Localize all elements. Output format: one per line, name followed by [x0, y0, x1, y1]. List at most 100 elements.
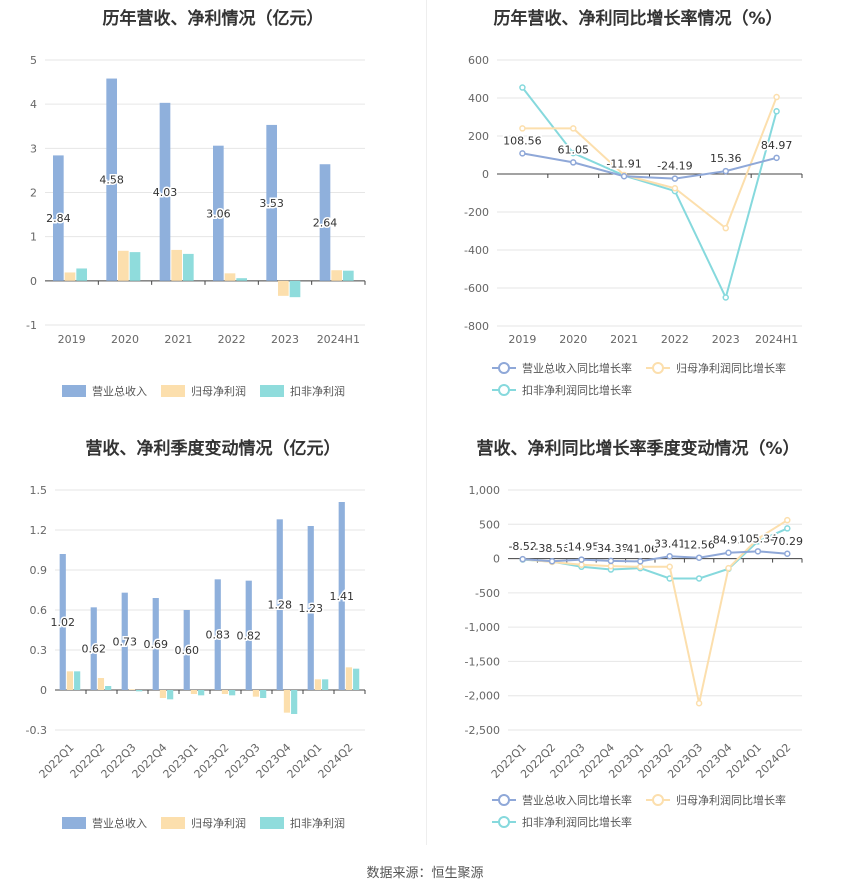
y-tick-label: 600: [468, 54, 489, 67]
data-point: [637, 558, 644, 565]
bar-扣非净利润: [343, 270, 354, 281]
bar-营业总收入: [152, 598, 159, 690]
bar-扣非净利润: [167, 690, 174, 700]
bar-营业总收入: [213, 145, 224, 281]
y-tick-label: 0: [482, 168, 489, 181]
data-point: [784, 516, 791, 524]
y-tick-label: 1.5: [30, 484, 48, 497]
legend-label: 营业总收入同比增长率: [522, 361, 632, 375]
data-point: [754, 535, 762, 542]
data-label: 3.53: [259, 197, 284, 210]
bar-营业总收入: [159, 102, 171, 281]
data-label: 1.02: [51, 616, 76, 629]
y-tick-label: 1: [30, 231, 37, 244]
x-tick-label: 2021: [610, 333, 638, 346]
y-tick-label: -400: [464, 244, 489, 257]
bar-扣非净利润: [183, 253, 194, 281]
y-tick-label: 3: [30, 142, 37, 155]
bar-扣非净利润: [76, 268, 87, 281]
x-tick-label: 2024Q2: [316, 741, 356, 781]
bar-归母净利润: [224, 273, 236, 281]
y-tick-label: 0: [40, 684, 47, 697]
legend-swatch: [260, 817, 284, 829]
y-tick-label: 0.3: [30, 644, 48, 657]
legend-label: 扣非净利润: [290, 816, 345, 830]
chart-title: 营收、净利季度变动情况（亿元）: [85, 439, 341, 459]
series-line-归母净利润同比增长率: [522, 96, 778, 230]
data-point: [519, 84, 526, 91]
data-point: [519, 150, 526, 157]
bar-归母净利润: [221, 690, 229, 694]
x-tick-label: 2022: [661, 333, 689, 346]
legend-swatch: [260, 385, 284, 397]
y-tick-label: -0.3: [26, 724, 47, 737]
data-label: 0.73: [113, 635, 138, 648]
data-point: [722, 294, 729, 301]
bar-营业总收入: [319, 164, 331, 281]
bar-扣非净利润: [129, 252, 141, 281]
data-label: -11.91: [606, 157, 641, 170]
x-tick-label: 2024H1: [317, 333, 360, 346]
panel-divider: [426, 0, 427, 845]
y-tick-label: -600: [464, 282, 489, 295]
data-label: 15.36: [710, 152, 742, 165]
bar-归母净利润: [314, 679, 322, 690]
y-tick-label: 0.6: [30, 604, 48, 617]
bar-归母净利润: [345, 667, 353, 690]
data-point: [784, 550, 791, 558]
x-tick-label: 2019: [58, 333, 86, 346]
data-label: 0.83: [206, 629, 231, 642]
bar-归母净利润: [171, 249, 182, 281]
annual-revenue-profit-panel: 历年营收、净利情况（亿元） -1 0 1 2 3 4 5 2019 2020 2021 2022 20…: [0, 0, 426, 412]
data-label: 2.64: [313, 217, 338, 230]
data-point: [695, 575, 703, 582]
y-tick-label: -2,000: [465, 690, 500, 703]
data-label: 1.23: [299, 602, 324, 615]
data-point: [620, 173, 628, 180]
legend-label: 营业总收入: [92, 384, 147, 398]
legend-label: 营业总收入: [92, 816, 147, 830]
bar-营业总收入: [214, 579, 221, 690]
bar-扣非净利润: [136, 690, 143, 692]
y-tick-label: 0: [493, 553, 500, 566]
y-tick-label: 1.2: [30, 524, 48, 537]
bar-扣非净利润: [353, 668, 360, 690]
data-point: [548, 557, 556, 565]
bar-归母净利润: [190, 690, 198, 694]
legend-marker: [652, 794, 664, 806]
data-point: [695, 554, 703, 561]
legend-swatch: [161, 817, 185, 829]
data-point: [773, 154, 780, 162]
legend-swatch: [62, 385, 86, 397]
data-label: 12.56: [683, 539, 715, 552]
data-label: 2.84: [46, 212, 71, 225]
bar-扣非净利润: [105, 686, 112, 690]
data-point: [637, 563, 644, 571]
bar-扣非净利润: [322, 679, 329, 690]
data-label: 1.28: [268, 599, 293, 612]
bar-扣非净利润: [229, 690, 236, 696]
y-tick-label: -500: [475, 587, 500, 600]
x-tick-label: 2019: [508, 333, 536, 346]
quarterly-revenue-profit-panel: 营收、净利季度变动情况（亿元） -0.3 0 0.3 0.6 0.9 1.2 1.5 2022…: [0, 424, 426, 854]
y-tick-label: -1: [26, 319, 37, 332]
y-tick-label: 1,000: [469, 484, 501, 497]
bar-归母净利润: [97, 678, 105, 690]
legend-label: 归母净利润: [191, 816, 246, 830]
data-label: 84.92: [713, 534, 745, 547]
quarterly-bar-chart: -0.300.30.60.91.21.52022Q12022Q22022Q320…: [26, 484, 366, 830]
y-tick-label: -1,000: [465, 621, 500, 634]
bar-扣非净利润: [260, 690, 267, 698]
data-point: [722, 224, 729, 232]
data-label: -38.56: [534, 542, 569, 555]
data-point: [607, 562, 615, 570]
data-label: 61.05: [558, 143, 590, 156]
data-point: [725, 549, 732, 556]
y-tick-label: -800: [464, 320, 489, 333]
legend-label: 营业总收入同比增长率: [522, 793, 632, 807]
bar-营业总收入: [183, 610, 190, 690]
bar-归母净利润: [283, 690, 291, 713]
data-point: [773, 108, 780, 115]
x-tick-label: 2021: [164, 333, 192, 346]
legend-marker: [498, 794, 510, 806]
